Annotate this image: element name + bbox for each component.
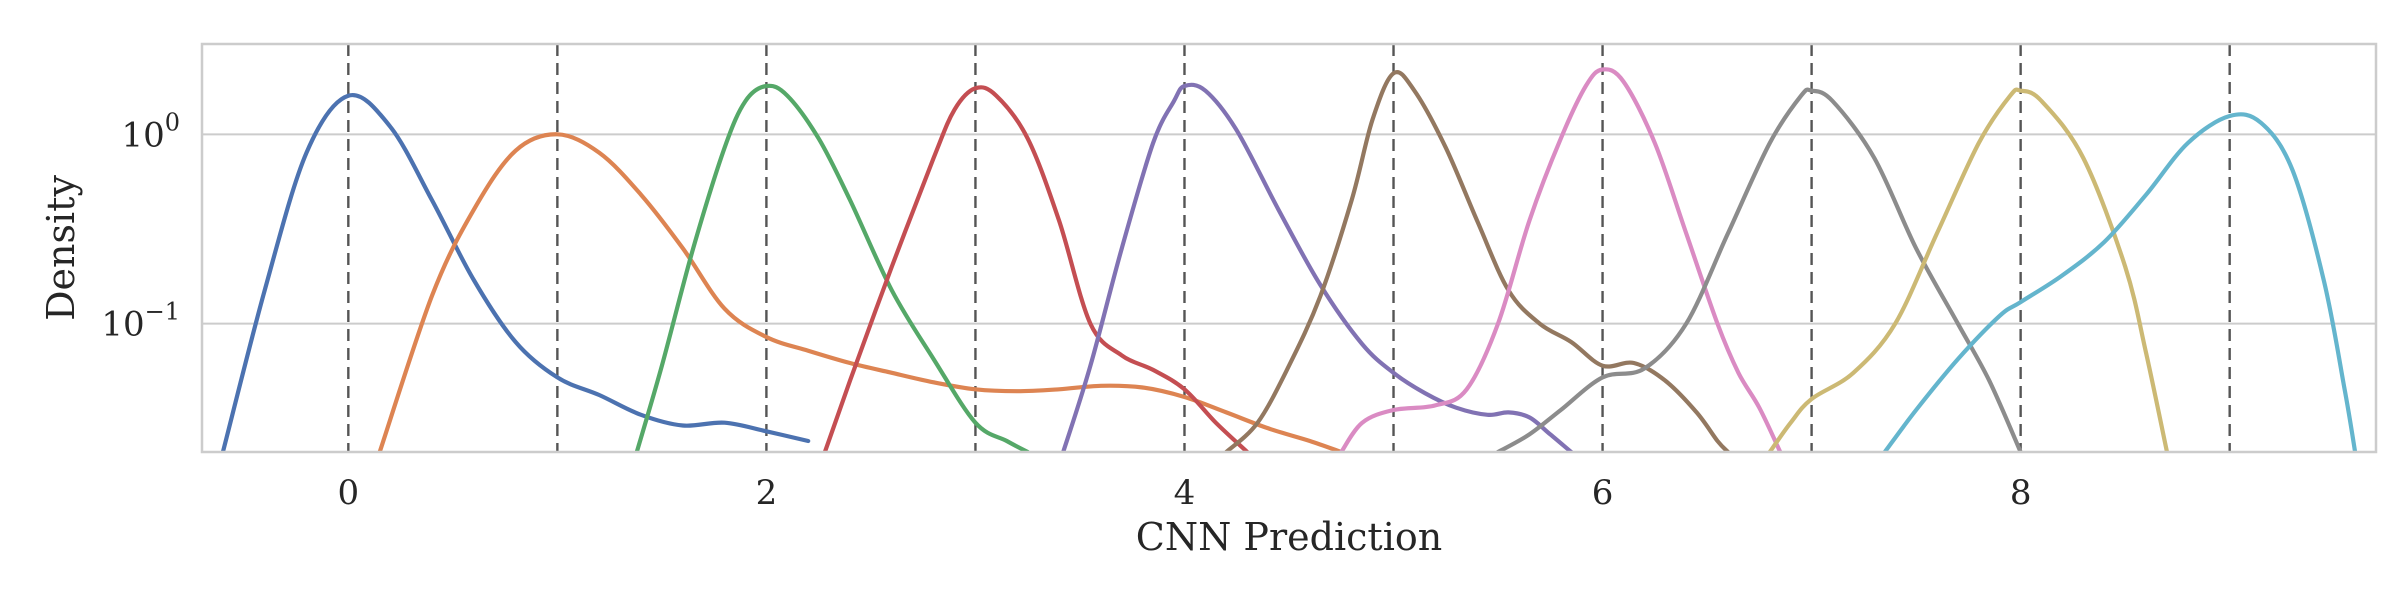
y-tick-label: 10−1: [101, 298, 180, 345]
reference-lines: [347, 44, 2231, 452]
x-tick-label: 8: [2010, 473, 2032, 513]
x-axis-ticks: 0 2 4 6 8: [338, 473, 2032, 513]
y-axis-ticks: 100 10−1: [101, 108, 180, 344]
density-curve-2: [634, 83, 1030, 452]
density-curve-4: [1061, 82, 1574, 452]
density-curve-6: [1339, 67, 1783, 452]
density-curve-0: [220, 92, 811, 452]
density-curve-3: [822, 85, 1250, 452]
y-axis-label: Density: [39, 175, 83, 321]
plot-frame: [200, 42, 2378, 454]
x-tick-label: 6: [1592, 473, 1614, 513]
density-curve-9: [1882, 112, 2358, 452]
x-axis-label: CNN Prediction: [1136, 515, 1442, 559]
x-tick-label: 2: [756, 473, 778, 513]
x-tick-label: 4: [1174, 473, 1196, 513]
y-tick-label: 100: [121, 108, 180, 155]
density-curve-5: [1224, 70, 1731, 452]
density-curve-1: [377, 132, 1344, 452]
density-curve-8: [1767, 87, 2170, 452]
density-curves: [220, 67, 2358, 452]
density-curve-7: [1495, 87, 2023, 452]
x-tick-label: 0: [338, 473, 360, 513]
